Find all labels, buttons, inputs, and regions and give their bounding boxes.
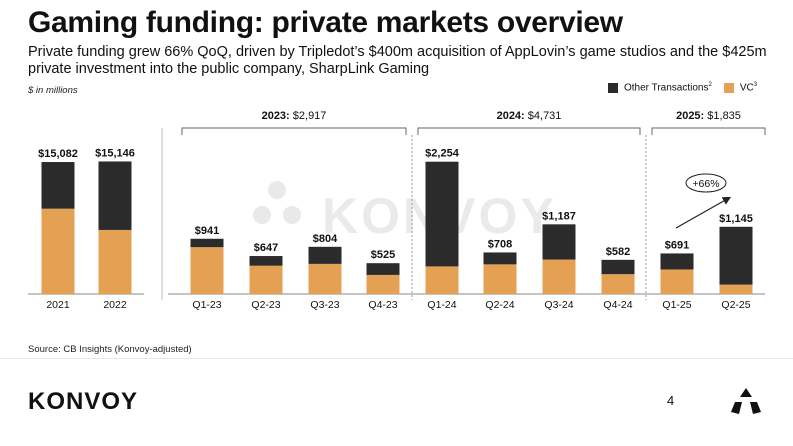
bar-other-Q1-25 [660, 253, 694, 270]
bar-vc-Q2-25 [719, 284, 753, 294]
bar-other-Q4-24 [601, 259, 635, 275]
year-bracket [651, 127, 766, 135]
bar-total-label: $691 [665, 239, 689, 251]
x-tick-label: Q1-23 [192, 299, 221, 311]
bar-total-label: $804 [313, 233, 338, 245]
bar-total-label: $647 [254, 242, 278, 254]
bar-vc-Q1-25 [660, 269, 694, 294]
bar-other-Q1-23 [190, 238, 224, 248]
bar-vc-Q3-23 [308, 263, 342, 294]
footer-divider [0, 358, 793, 359]
bar-other-Q3-24 [542, 224, 576, 260]
page-title: Gaming funding: private markets overview [28, 6, 623, 39]
x-tick-label: Q1-24 [427, 299, 456, 311]
bar-total-label: $15,082 [38, 148, 78, 160]
bar-vc-Q4-23 [366, 274, 400, 294]
page-subtitle: Private funding grew 66% QoQ, driven by … [28, 44, 767, 77]
bar-total-label: $708 [488, 238, 512, 250]
bar-other-2022 [98, 161, 132, 230]
bar-other-Q4-23 [366, 263, 400, 275]
bar-vc-Q3-24 [542, 259, 576, 294]
bar-total-label: $582 [606, 246, 630, 258]
units-note: $ in millions [28, 85, 78, 96]
x-tick-label: Q2-25 [721, 299, 750, 311]
konvoy-watermark-icon [253, 181, 301, 224]
x-tick-label: Q3-24 [544, 299, 573, 311]
bar-total-label: $1,187 [542, 210, 576, 222]
x-tick-label: Q1-25 [662, 299, 691, 311]
growth-annotation-text: +66% [692, 178, 719, 190]
year-bracket-label: 2024: $4,731 [497, 110, 562, 122]
bar-vc-2021 [41, 208, 75, 294]
x-tick-label: Q4-23 [368, 299, 397, 311]
konvoy-logo: KONVOY [28, 388, 139, 415]
x-tick-label: Q4-24 [603, 299, 632, 311]
year-bracket-label: 2025: $1,835 [676, 110, 741, 122]
bar-vc-Q2-23 [249, 265, 283, 294]
bar-other-Q2-24 [483, 252, 517, 265]
funding-chart: KONVOY $15,0822021$15,1462022$941Q1-23$6… [28, 110, 766, 311]
bar-total-label: $525 [371, 249, 395, 261]
year-bracket [181, 127, 407, 135]
source-note: Source: CB Insights (Konvoy-adjusted) [28, 344, 192, 355]
bar-vc-Q2-24 [483, 264, 517, 294]
bar-other-Q2-23 [249, 256, 283, 266]
bar-total-label: $1,145 [719, 213, 753, 225]
bar-total-label: $2,254 [425, 148, 460, 160]
bar-vc-2022 [98, 229, 132, 294]
bar-vc-Q1-24 [425, 266, 459, 294]
bar-other-Q2-25 [719, 226, 753, 285]
x-tick-label: 2021 [46, 299, 70, 311]
legend-label-other: Other Transactions2 [624, 82, 712, 94]
page-number: 4 [667, 393, 675, 408]
legend-label-vc: VC3 [739, 82, 758, 94]
legend-swatch-other [608, 82, 618, 93]
x-tick-label: Q3-23 [310, 299, 339, 311]
growth-arrow [675, 196, 732, 229]
year-bracket [417, 127, 641, 135]
x-tick-label: Q2-23 [251, 299, 280, 311]
konvoy-mark-icon [731, 388, 761, 414]
bar-other-2021 [41, 162, 75, 209]
bar-other-Q3-23 [308, 246, 342, 264]
bar-other-Q1-24 [425, 161, 459, 267]
legend-swatch-vc [723, 82, 734, 93]
bar-vc-Q4-24 [601, 274, 635, 294]
bar-vc-Q1-23 [190, 247, 224, 294]
chart-legend: Other Transactions2 VC3 [608, 82, 757, 93]
year-bracket-label: 2023: $2,917 [262, 110, 327, 122]
bar-total-label: $941 [195, 225, 219, 237]
growth-annotation-oval [685, 173, 727, 193]
x-tick-label: Q2-24 [485, 299, 514, 311]
bar-total-label: $15,146 [95, 147, 135, 159]
x-tick-label: 2022 [103, 299, 127, 311]
